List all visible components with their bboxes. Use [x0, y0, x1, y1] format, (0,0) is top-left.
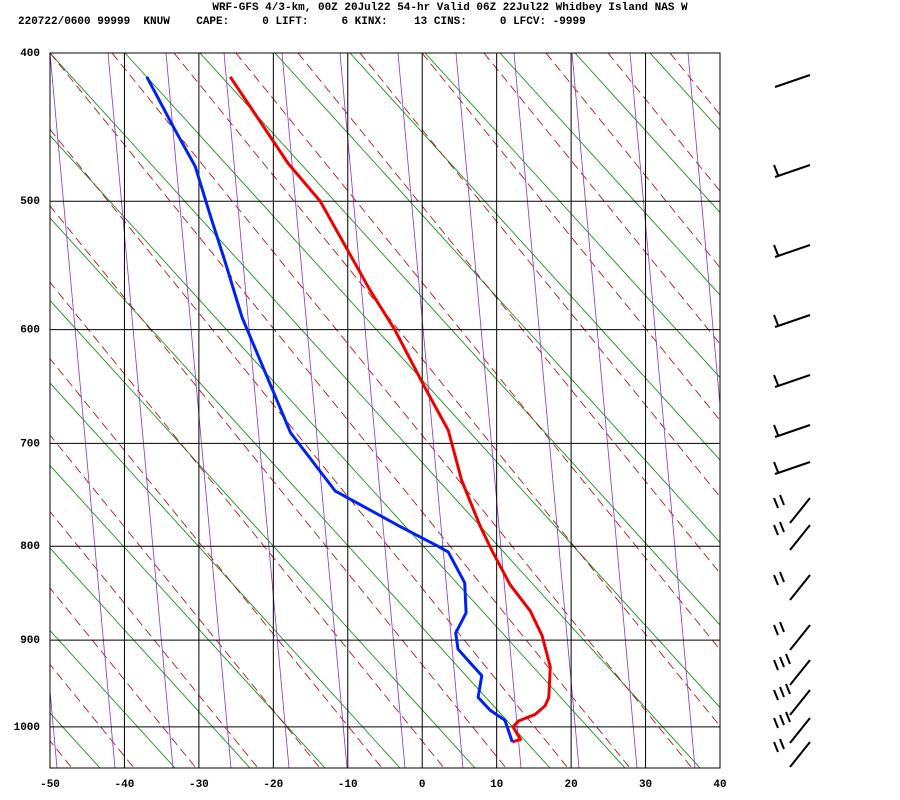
wind-barb [774, 74, 811, 88]
mixing-ratio [50, 53, 116, 768]
dry-adiabat [50, 434, 321, 768]
x-tick-label: -20 [263, 779, 283, 791]
chart-title: WRF-GFS 4/3-km, 00Z 20Jul22 54-hr Valid … [212, 2, 688, 14]
mixing-ratio [804, 53, 869, 768]
wind-barb [773, 244, 811, 258]
moist-adiabat [124, 53, 720, 709]
mixing-ratio [281, 53, 348, 768]
dry-adiabat [50, 128, 569, 768]
y-tick-label: 900 [20, 635, 40, 647]
x-tick-label: 20 [565, 779, 578, 791]
mixing-ratio [397, 53, 464, 768]
wind-barb [773, 653, 811, 686]
moist-adiabat [800, 53, 900, 768]
mixing-ratio [339, 53, 406, 768]
moist-adiabat [50, 382, 401, 768]
x-tick-label: -50 [40, 779, 60, 791]
moist-adiabat [349, 53, 720, 461]
moist-adiabat [725, 53, 900, 768]
dry-adiabat [359, 53, 720, 498]
wind-barb [773, 424, 811, 438]
mixing-ratio [629, 53, 696, 768]
mixing-ratio [455, 53, 522, 768]
dry-adiabat [297, 53, 720, 574]
moist-adiabat [50, 629, 176, 768]
wind-barb [773, 521, 811, 551]
mixing-ratio [746, 53, 811, 768]
dry-adiabat [856, 53, 900, 768]
profile-line [228, 75, 552, 744]
wind-barb [773, 374, 811, 388]
wind-barb [773, 164, 811, 178]
moist-adiabat [0, 53, 25, 768]
dry-adiabat [669, 53, 720, 116]
dry-adiabat [50, 740, 73, 768]
y-tick-label: 600 [20, 324, 40, 336]
x-tick-label: 30 [639, 779, 652, 791]
dry-adiabat [173, 53, 720, 727]
y-tick-label: 500 [20, 196, 40, 208]
mixing-ratio [571, 53, 638, 768]
wind-barb [773, 314, 811, 328]
wind-barb [773, 738, 811, 768]
mixing-ratio [107, 53, 174, 768]
moist-adiabat [574, 53, 720, 214]
dry-adiabat [235, 53, 720, 651]
dry-adiabat [545, 53, 720, 269]
dry-adiabat [732, 53, 900, 768]
profile-line [145, 76, 514, 743]
moist-adiabat [50, 134, 626, 768]
mixing-ratio [513, 53, 580, 768]
moist-adiabat [875, 53, 900, 768]
x-tick-label: -10 [338, 779, 358, 791]
thermo-lines [0, 53, 900, 768]
wind-barb [773, 461, 811, 475]
mixing-ratio [223, 53, 290, 768]
chart-subtitle: 220722/0600 99999 KNUW CAPE: 0 LIFT: 6 K… [18, 16, 586, 28]
y-tick-label: 400 [20, 48, 40, 60]
wind-barb [773, 683, 811, 716]
mixing-ratio [50, 686, 58, 768]
wind-barb [773, 494, 811, 524]
x-tick-label: 0 [419, 779, 426, 791]
moist-adiabat [50, 299, 476, 768]
y-tick-label: 700 [20, 438, 40, 450]
moist-adiabat [50, 217, 551, 768]
moist-adiabat [50, 53, 701, 768]
y-tick-label: 1000 [14, 722, 40, 734]
mixing-ratio [687, 53, 720, 410]
dry-adiabat [50, 53, 631, 768]
moist-adiabat [424, 53, 720, 379]
moist-adiabat [50, 547, 251, 768]
dry-adiabat [421, 53, 720, 421]
dry-adiabat [50, 587, 197, 768]
x-tick-label: 10 [490, 779, 503, 791]
x-tick-label: -40 [115, 779, 135, 791]
x-tick-label: -30 [189, 779, 209, 791]
moist-adiabat [50, 464, 326, 768]
dry-adiabat [50, 663, 135, 768]
wind-barb [773, 621, 811, 651]
dry-adiabat [0, 53, 10, 768]
dry-adiabat [50, 510, 259, 768]
dry-adiabat [607, 53, 720, 192]
profiles [145, 75, 552, 744]
plot-frame [49, 52, 721, 769]
wind-barb [773, 571, 811, 601]
moist-adiabat [199, 53, 720, 626]
wind-barbs [773, 74, 811, 768]
moist-adiabat [274, 53, 720, 544]
wind-barb [773, 711, 811, 744]
y-tick-label: 800 [20, 541, 40, 553]
moist-adiabat [499, 53, 720, 296]
x-tick-label: 40 [713, 779, 726, 791]
